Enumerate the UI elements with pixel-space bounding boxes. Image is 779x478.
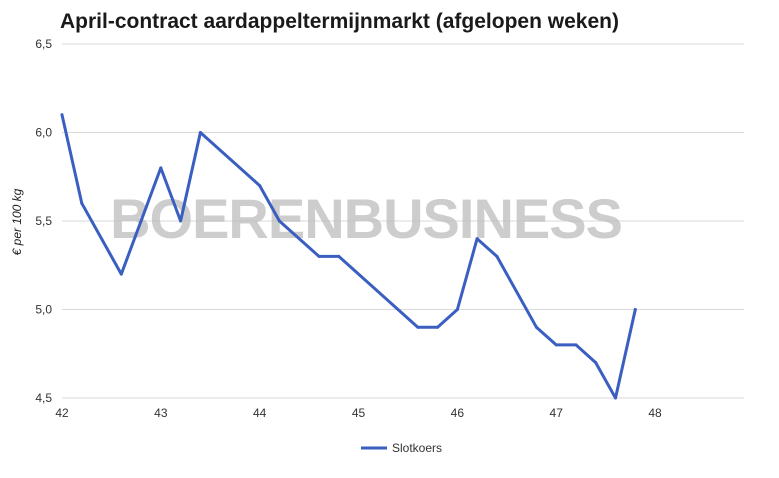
x-tick-label: 45 [352,406,366,420]
data-point [337,254,341,258]
y-tick-label: 5,5 [35,214,52,228]
data-point [495,254,499,258]
series-line-slotkoers [60,113,637,400]
x-tick-labels: 42 43 44 45 46 47 48 [55,406,662,420]
x-tick-label: 46 [451,406,465,420]
grid-lines [62,43,744,399]
y-tick-label: 4,5 [35,391,52,405]
data-point [436,325,440,329]
x-tick-label: 44 [253,406,267,420]
data-point [277,219,281,223]
data-point [80,201,84,205]
y-tick-label: 6,5 [35,37,52,51]
series-layer [60,113,637,400]
data-point [554,343,558,347]
legend[interactable]: Slotkoers [361,441,442,455]
data-point [159,166,163,170]
x-tick-label: 43 [154,406,168,420]
x-tick-label: 42 [55,406,69,420]
data-point [416,325,420,329]
data-point [594,361,598,365]
data-point [455,308,459,311]
chart-title: April-contract aardappeltermijnmarkt (af… [60,10,619,33]
data-point [119,272,123,276]
data-point [198,131,202,134]
data-point [475,237,479,241]
data-point [633,308,637,311]
x-tick-label: 47 [550,406,564,420]
y-tick-label: 6,0 [35,126,52,140]
x-tick-label: 48 [648,406,662,420]
data-point [179,219,183,223]
watermark-text: BOERENBUSINESS [110,187,622,250]
y-axis-label: € per 100 kg [10,188,24,255]
data-point [317,254,321,258]
y-tick-labels: 6,5 6,0 5,5 5,0 4,5 [35,37,52,405]
legend-label-slotkoers: Slotkoers [392,441,442,455]
data-point [574,343,578,347]
y-tick-label: 5,0 [35,303,52,317]
data-point [258,184,262,188]
data-point [60,113,64,117]
data-point [534,325,538,329]
watermark: BOERENBUSINESS [110,187,623,250]
data-point [614,396,618,400]
